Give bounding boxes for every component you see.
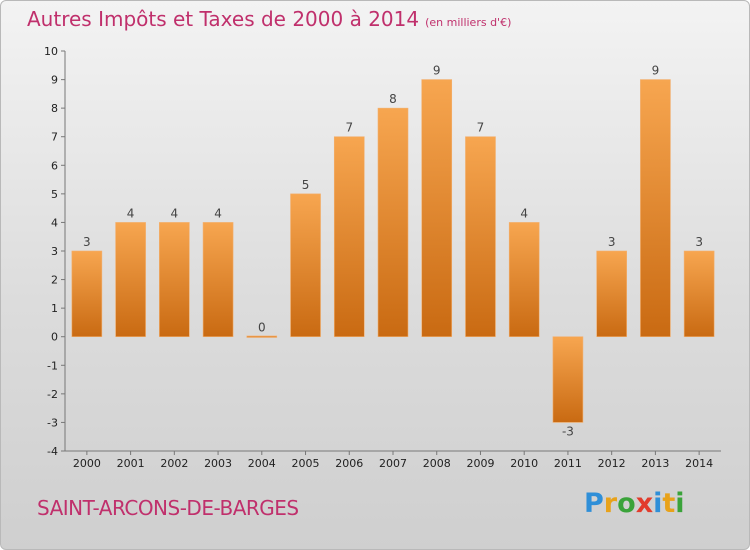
y-tick-label: 3 — [51, 245, 58, 258]
y-tick-label: -3 — [47, 416, 58, 429]
data-label-2011: -3 — [562, 424, 574, 438]
data-label-2005: 5 — [302, 178, 310, 192]
logo-letter: o — [617, 488, 636, 519]
data-label-2012: 3 — [608, 235, 616, 249]
y-tick-label: -2 — [47, 388, 58, 401]
x-tick-label: 2001 — [117, 457, 145, 470]
data-label-2009: 7 — [477, 121, 485, 135]
y-tick-label: 7 — [51, 131, 58, 144]
y-tick-label: 5 — [51, 188, 58, 201]
bar-2009 — [465, 136, 496, 338]
y-tick-label: 2 — [51, 274, 58, 287]
data-label-2013: 9 — [652, 64, 660, 78]
x-tick-label: 2013 — [641, 457, 669, 470]
bar-2000 — [71, 250, 103, 338]
bar-2011 — [552, 336, 584, 423]
data-label-2008: 9 — [433, 64, 441, 78]
bar-2003 — [202, 222, 234, 338]
bar-2012 — [596, 250, 627, 338]
chart-title: Autres Impôts et Taxes de 2000 à 2014 (en… — [27, 7, 511, 31]
bar-2005 — [290, 193, 321, 338]
data-label-2007: 8 — [389, 92, 397, 106]
x-tick-label: 2003 — [204, 457, 232, 470]
y-tick-label: 6 — [51, 159, 58, 172]
y-tick-label: -1 — [47, 359, 58, 372]
data-label-2001: 4 — [127, 206, 135, 220]
y-tick-label: 10 — [44, 45, 58, 58]
x-tick-label: 2000 — [73, 457, 101, 470]
x-tick-label: 2011 — [554, 457, 582, 470]
data-label-2004: 0 — [258, 321, 266, 335]
bar-2014 — [683, 250, 715, 338]
logo-letter: P — [584, 488, 604, 519]
chart-unit: (en milliers d'€) — [425, 16, 512, 29]
x-tick-label: 2009 — [466, 457, 494, 470]
x-tick-label: 2005 — [292, 457, 320, 470]
commune-name: SAINT-ARCONS-DE-BARGES — [37, 496, 299, 520]
bar-2002 — [159, 222, 190, 338]
x-tick-label: 2002 — [160, 457, 188, 470]
logo-letter: t — [662, 488, 676, 519]
data-label-2010: 4 — [520, 206, 528, 220]
x-tick-label: 2004 — [248, 457, 276, 470]
x-tick-label: 2007 — [379, 457, 407, 470]
y-tick-label: 4 — [51, 216, 58, 229]
bar-2006 — [333, 136, 365, 338]
proxiti-logo: Proxiti — [584, 488, 685, 519]
data-label-2000: 3 — [83, 235, 91, 249]
x-tick-label: 2006 — [335, 457, 363, 470]
x-tick-label: 2008 — [423, 457, 451, 470]
data-label-2014: 3 — [695, 235, 703, 249]
bar-2007 — [377, 107, 409, 338]
y-tick-label: 9 — [51, 74, 58, 87]
logo-letter: i — [653, 488, 663, 519]
x-tick-label: 2012 — [598, 457, 626, 470]
x-tick-label: 2014 — [685, 457, 713, 470]
logo-letter: i — [675, 488, 685, 519]
data-label-2003: 4 — [214, 206, 222, 220]
logo-letter: x — [635, 488, 654, 519]
data-label-2002: 4 — [171, 206, 179, 220]
bar-2010 — [508, 222, 540, 338]
bar-2004 — [246, 335, 278, 338]
logo-letter: r — [603, 488, 618, 519]
y-tick-label: 1 — [51, 302, 58, 315]
chart-title-text: Autres Impôts et Taxes de 2000 à 2014 — [27, 7, 420, 31]
x-tick-label: 2010 — [510, 457, 538, 470]
y-tick-label: -4 — [47, 445, 58, 458]
data-label-2006: 7 — [345, 121, 353, 135]
bar-2008 — [421, 79, 453, 338]
bar-2013 — [640, 79, 671, 338]
y-tick-label: 0 — [51, 331, 58, 344]
bar-2001 — [115, 222, 146, 338]
y-tick-label: 8 — [51, 102, 58, 115]
